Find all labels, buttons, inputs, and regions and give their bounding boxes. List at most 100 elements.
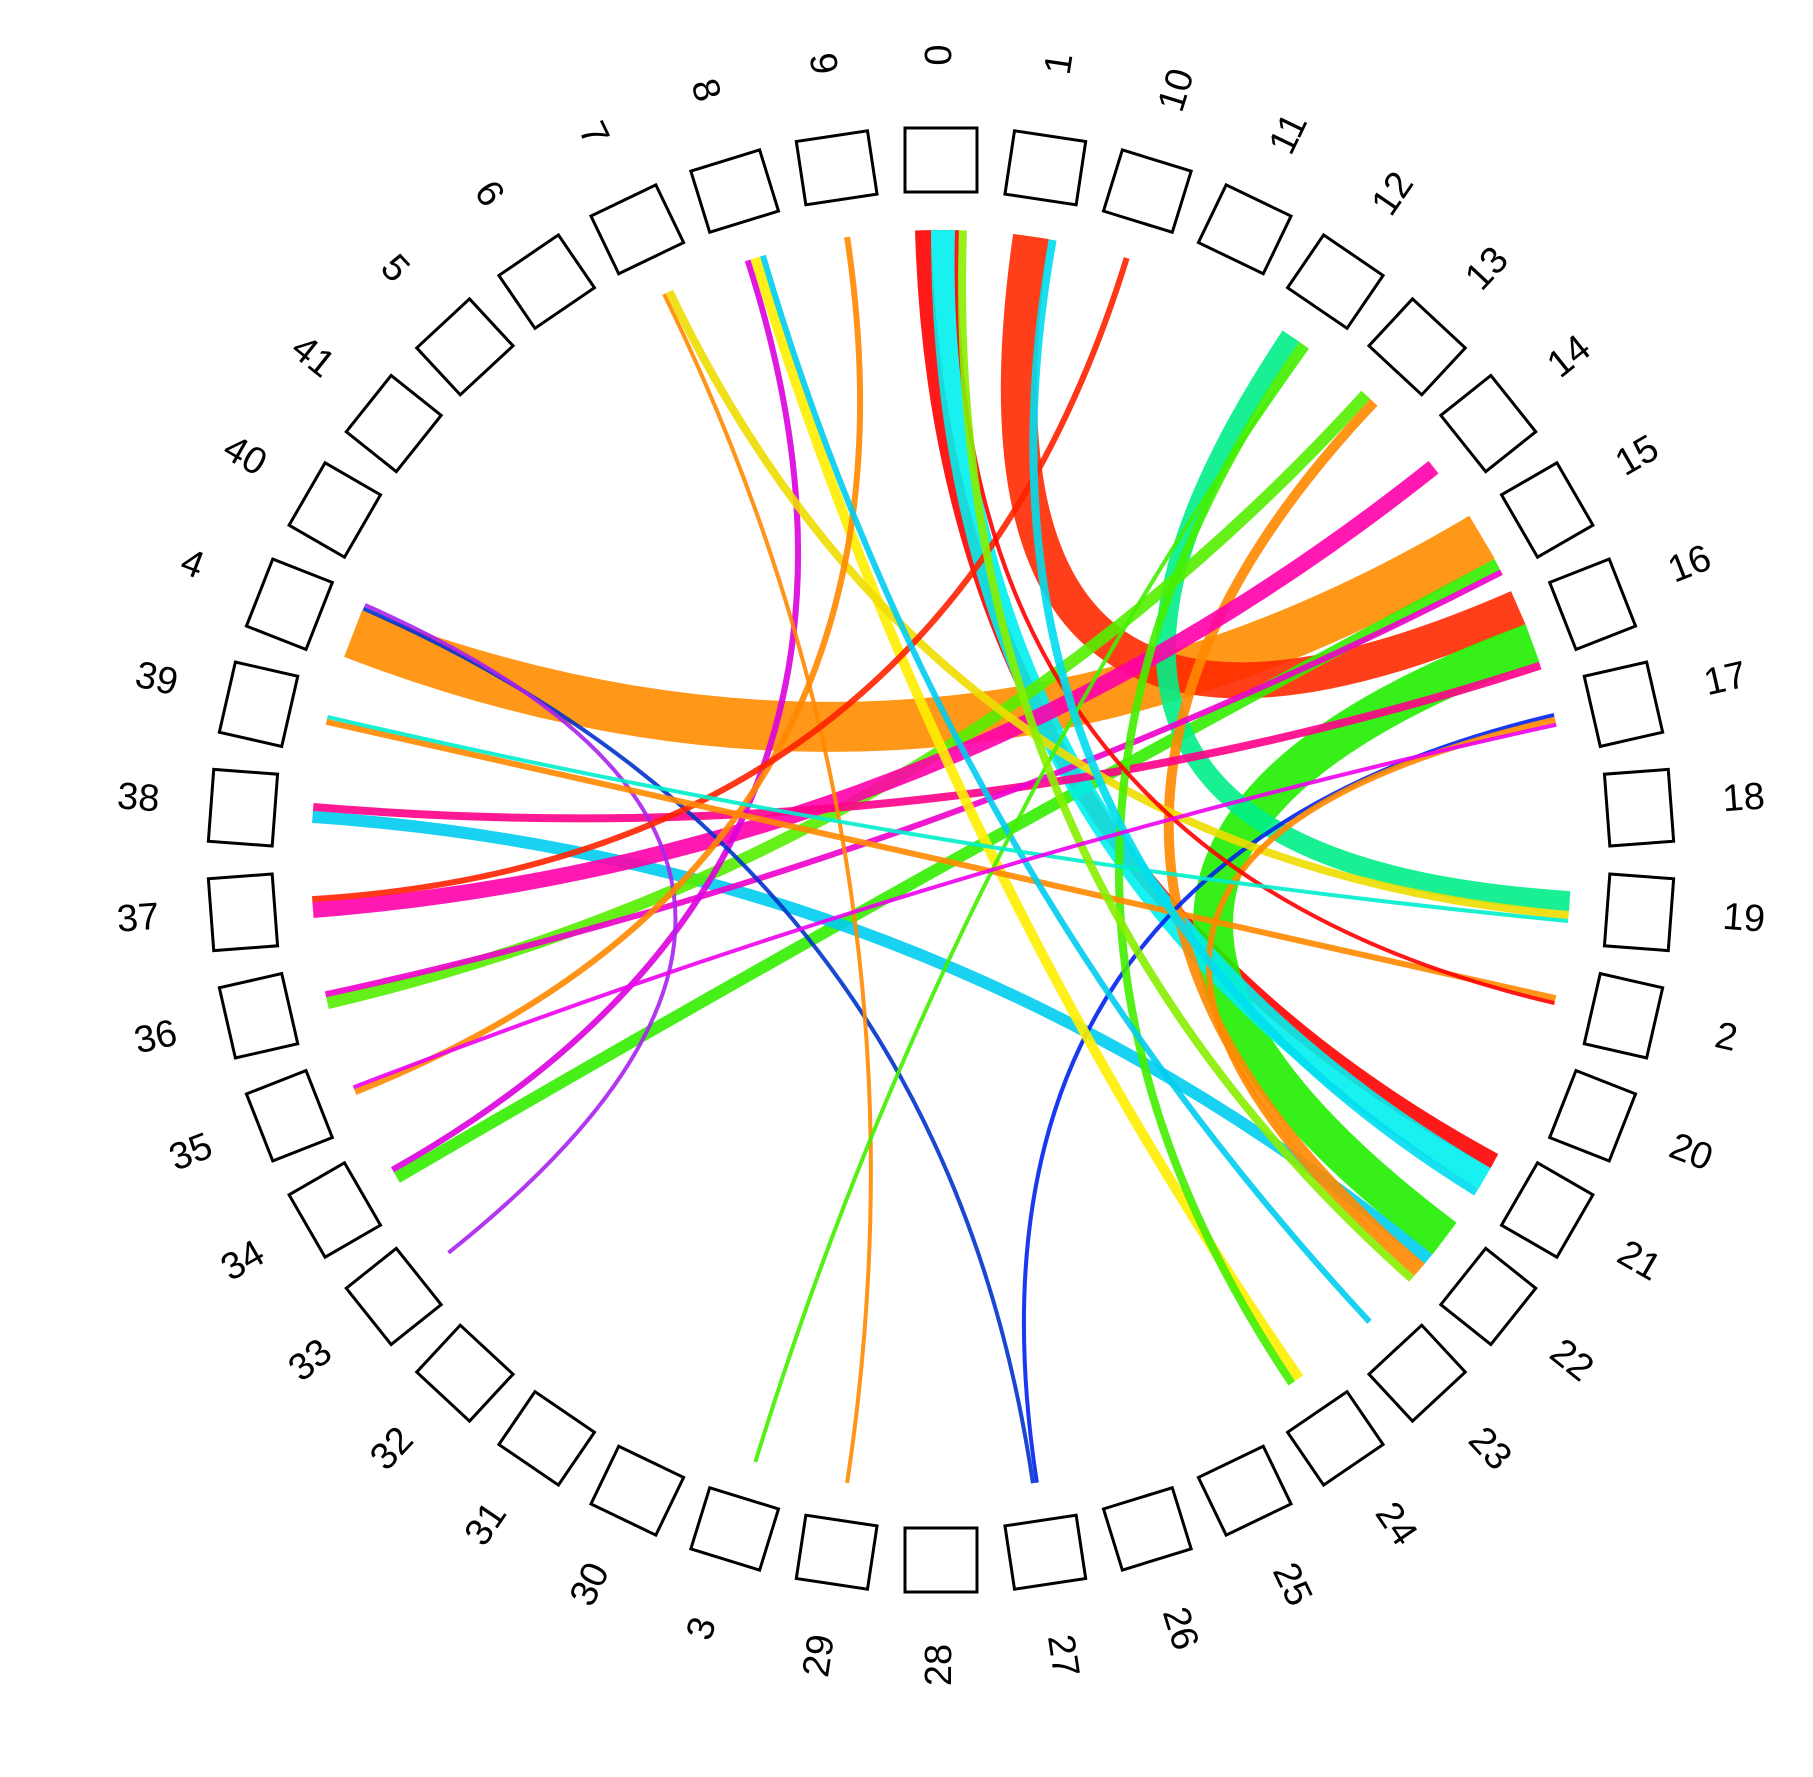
sector-box [1602, 872, 1676, 953]
sector-box [244, 1068, 335, 1163]
sector-label: 10 [1150, 64, 1203, 117]
chord [1115, 341, 1306, 1386]
sector-box [1499, 460, 1595, 560]
sector-label: 4 [175, 541, 210, 588]
sector-box [588, 1444, 686, 1538]
chord [1206, 716, 1556, 1276]
sector-label: 12 [1364, 164, 1423, 223]
sector-label: 19 [1721, 896, 1766, 941]
sector-label: 9 [801, 50, 846, 77]
sector-box [1547, 557, 1638, 652]
sector-label: 21 [1610, 1232, 1668, 1290]
sector-label: 22 [1542, 1331, 1601, 1390]
sector-box [206, 872, 280, 953]
sector-label: 1 [1037, 50, 1082, 77]
sector-label: 18 [1721, 775, 1766, 820]
sector-box [1366, 1323, 1468, 1424]
sector-box [1438, 373, 1538, 474]
sector-label: 30 [562, 1556, 618, 1612]
chord [312, 661, 1542, 823]
sector-box [794, 129, 879, 207]
sector-box [1582, 971, 1665, 1060]
chord [1000, 233, 1526, 699]
sector-box [414, 296, 516, 397]
sector-label: 26 [1154, 1602, 1207, 1655]
sector-label: 28 [918, 1644, 960, 1686]
sector-label: 23 [1460, 1419, 1520, 1479]
chord [958, 230, 1415, 1282]
chord [753, 346, 1309, 1463]
chord [312, 257, 1130, 903]
sector-label: 5 [372, 247, 417, 291]
sector-label: 14 [1540, 327, 1599, 386]
sector-label: 24 [1367, 1495, 1426, 1554]
sector-box [414, 1323, 516, 1424]
sector-label: 40 [216, 427, 274, 485]
sector-label: 29 [795, 1632, 843, 1680]
sector-label: 6 [466, 173, 513, 214]
chord [352, 722, 1557, 1090]
sector-label: 7 [570, 115, 617, 152]
sector-box [1582, 660, 1665, 749]
sector-box [1101, 1485, 1194, 1572]
sector-box [1196, 182, 1294, 276]
sector-box [903, 1526, 979, 1594]
chord [662, 293, 873, 1484]
sector-box [1366, 296, 1468, 397]
sector-label: 17 [1700, 654, 1751, 704]
sector-label: 31 [457, 1495, 516, 1554]
chord [325, 718, 1557, 1002]
sector-box [206, 767, 280, 848]
sector-box [1003, 129, 1088, 207]
sector-label: 16 [1662, 537, 1717, 592]
sector-box [287, 1160, 383, 1260]
sector-box [217, 971, 300, 1060]
sector-box [1438, 1246, 1538, 1347]
sector-box [1003, 1513, 1088, 1591]
chord [324, 569, 1503, 998]
sector-box [287, 460, 383, 560]
chord [312, 460, 1439, 919]
chord [665, 289, 1569, 920]
sector-box [344, 1246, 444, 1347]
sector-label: 36 [130, 1012, 181, 1062]
sector-label: 20 [1664, 1125, 1719, 1180]
sector-label: 25 [1264, 1556, 1320, 1612]
sector-box [1196, 1444, 1294, 1538]
chord [760, 254, 1372, 1324]
sector-label: 35 [164, 1125, 219, 1180]
sector-box [344, 373, 444, 474]
sector-box [217, 660, 300, 749]
sector-box [688, 1485, 781, 1572]
sector-box [1285, 1389, 1386, 1488]
sector-label: 3 [679, 1612, 725, 1645]
sector-label: 11 [1261, 107, 1316, 161]
chord [1155, 330, 1571, 912]
sector-box [1499, 1160, 1595, 1260]
sector-box [244, 557, 335, 652]
sector-label: 27 [1039, 1632, 1087, 1680]
sector-label: 33 [281, 1331, 340, 1390]
sector-box [794, 1513, 879, 1591]
sector-label: 34 [214, 1232, 272, 1290]
sector-label: 0 [918, 44, 960, 65]
sector-box [496, 232, 597, 331]
sector-box [903, 126, 979, 194]
chord [1163, 398, 1425, 1272]
chord [327, 714, 1569, 924]
sector-label: 15 [1608, 427, 1666, 485]
sector-box [688, 148, 781, 235]
sector-label: 41 [283, 327, 342, 386]
sector-label: 2 [1711, 1014, 1741, 1060]
sector-box [1547, 1068, 1638, 1163]
sector-label: 8 [682, 74, 728, 107]
sector-box [588, 182, 686, 276]
sector-label: 39 [131, 654, 182, 704]
sector-label: 13 [1457, 239, 1517, 299]
sector-label: 32 [362, 1419, 422, 1479]
chord [1029, 239, 1479, 1196]
sector-box [1101, 148, 1194, 235]
sector-label: 38 [116, 775, 161, 820]
sector-box [1602, 767, 1676, 848]
